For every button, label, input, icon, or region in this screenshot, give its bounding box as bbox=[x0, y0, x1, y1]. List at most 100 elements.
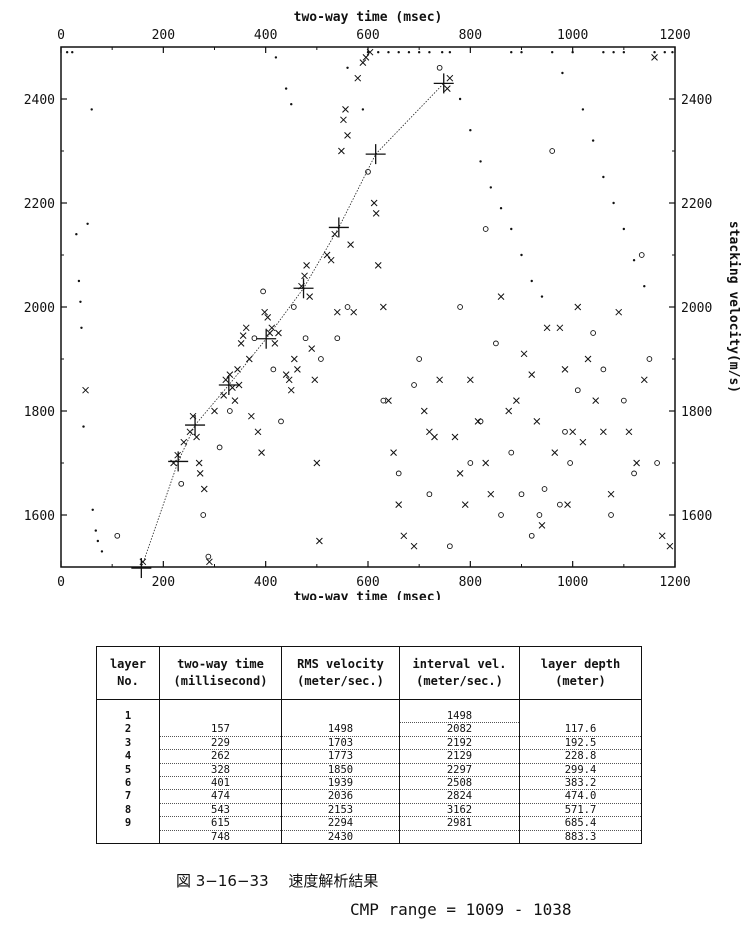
cross-mark bbox=[633, 459, 640, 467]
cross-stroke-b bbox=[354, 74, 362, 82]
cross-stroke-b bbox=[505, 407, 513, 415]
dot-mark bbox=[540, 295, 544, 298]
dot-mark bbox=[643, 285, 646, 288]
cross-mark bbox=[327, 256, 335, 264]
cross-stroke-b bbox=[574, 303, 582, 311]
cell-time bbox=[159, 710, 282, 723]
cell-rms: 2430 bbox=[281, 830, 400, 845]
cell-value: 1773 bbox=[324, 750, 357, 763]
layer-table-header: layer No. two-way time (millisecond) RMS v… bbox=[96, 646, 642, 700]
cell-value: 2294 bbox=[324, 817, 357, 830]
cross-mark bbox=[615, 308, 623, 316]
cross-mark bbox=[520, 350, 528, 358]
dot-mark bbox=[417, 51, 421, 54]
circle-mark bbox=[567, 460, 573, 466]
cross-stroke-b bbox=[395, 501, 403, 508]
cross-mark bbox=[340, 116, 347, 124]
cross-mark bbox=[306, 293, 314, 300]
cross-mark bbox=[247, 412, 255, 420]
cross-mark bbox=[354, 74, 362, 82]
dot-mark bbox=[469, 129, 472, 132]
dot-mark bbox=[581, 108, 585, 111]
dot-mark bbox=[561, 71, 564, 75]
cell-no: 9 bbox=[96, 816, 160, 831]
cell-value bbox=[577, 710, 584, 723]
cross-mark bbox=[254, 428, 262, 436]
y-tick-label-right: 1600 bbox=[681, 509, 712, 524]
col-header-rms: RMS velocity (meter/sec.) bbox=[281, 646, 400, 700]
cell-value: 1703 bbox=[324, 736, 357, 749]
cell-value bbox=[337, 710, 344, 723]
cell-value: 229 bbox=[208, 736, 233, 749]
circle-mark bbox=[447, 543, 453, 550]
cross-stroke-b bbox=[456, 470, 464, 477]
cross-mark bbox=[308, 345, 316, 352]
y-tick-label-left: 1800 bbox=[24, 405, 55, 420]
table-spacer-row bbox=[96, 699, 642, 710]
cross-stroke-b bbox=[528, 371, 536, 378]
cross-mark bbox=[350, 308, 358, 316]
circle-mark bbox=[178, 480, 185, 487]
cross-mark bbox=[446, 74, 454, 82]
cross-mark bbox=[451, 433, 459, 441]
cross-stroke-b bbox=[235, 381, 243, 389]
cell-value: 299.4 bbox=[561, 763, 600, 776]
circle-mark bbox=[416, 356, 423, 362]
cross-mark bbox=[533, 418, 541, 425]
cross-stroke-b bbox=[264, 314, 272, 321]
cell-no bbox=[96, 830, 160, 845]
pick-marker bbox=[218, 375, 239, 395]
dot-mark bbox=[571, 51, 574, 54]
cell-value: 4 bbox=[121, 750, 135, 763]
cross-stroke-b bbox=[350, 308, 358, 316]
cell-interval: 2297 bbox=[399, 763, 520, 778]
cross-stroke-b bbox=[436, 376, 443, 384]
cross-mark bbox=[443, 85, 451, 92]
cross-mark bbox=[420, 407, 428, 415]
cross-mark bbox=[235, 381, 243, 389]
circle-mark bbox=[302, 335, 309, 342]
dot-mark bbox=[90, 108, 93, 111]
pick-marker bbox=[365, 144, 386, 165]
circle-mark bbox=[557, 501, 563, 508]
circle-mark bbox=[227, 408, 233, 414]
cross-mark bbox=[551, 449, 559, 456]
cross-mark bbox=[331, 230, 339, 238]
cell-no: 1 bbox=[96, 710, 160, 723]
cross-stroke-b bbox=[533, 418, 541, 425]
cross-stroke-b bbox=[311, 376, 319, 384]
cross-stroke-b bbox=[651, 54, 658, 61]
cross-stroke-b bbox=[313, 459, 321, 467]
pick-marker bbox=[433, 73, 454, 94]
dot-mark bbox=[361, 108, 365, 111]
circle-mark bbox=[536, 512, 543, 518]
cell-value: 8 bbox=[121, 803, 135, 816]
cell-value: 228.8 bbox=[561, 750, 600, 763]
pick-marker bbox=[168, 451, 189, 472]
cross-mark bbox=[264, 314, 272, 321]
col-header-interval: interval vel. (meter/sec.) bbox=[399, 646, 520, 700]
cell-interval: 3162 bbox=[399, 803, 520, 818]
circle-mark bbox=[646, 356, 653, 362]
cross-mark bbox=[294, 366, 301, 373]
cell-value: 2 bbox=[121, 723, 135, 736]
cross-stroke-b bbox=[333, 308, 341, 316]
cross-mark bbox=[196, 470, 204, 477]
cell-rms: 1850 bbox=[281, 763, 400, 778]
cell-value: 2036 bbox=[324, 790, 357, 803]
pick-marker bbox=[131, 558, 152, 579]
cross-stroke-b bbox=[186, 428, 194, 436]
layer-table-body: 1 1498 2 157 1498 2082 117.6 3 229 1703 2192 192.5 4… bbox=[96, 699, 642, 845]
cell-no: 3 bbox=[96, 736, 160, 750]
circle-mark bbox=[562, 428, 568, 435]
cell-value: 3162 bbox=[443, 803, 476, 816]
cell-no: 2 bbox=[96, 722, 160, 737]
cell-no: 4 bbox=[96, 749, 160, 764]
dot-mark bbox=[551, 51, 554, 54]
x-tick-label-bottom: 1200 bbox=[659, 575, 690, 590]
cross-stroke-b bbox=[234, 366, 241, 373]
dot-mark bbox=[100, 550, 104, 553]
cross-stroke-b bbox=[342, 106, 349, 113]
table-row: 6 401 1939 2508 383.2 bbox=[96, 776, 642, 791]
cross-stroke-b bbox=[189, 412, 197, 420]
